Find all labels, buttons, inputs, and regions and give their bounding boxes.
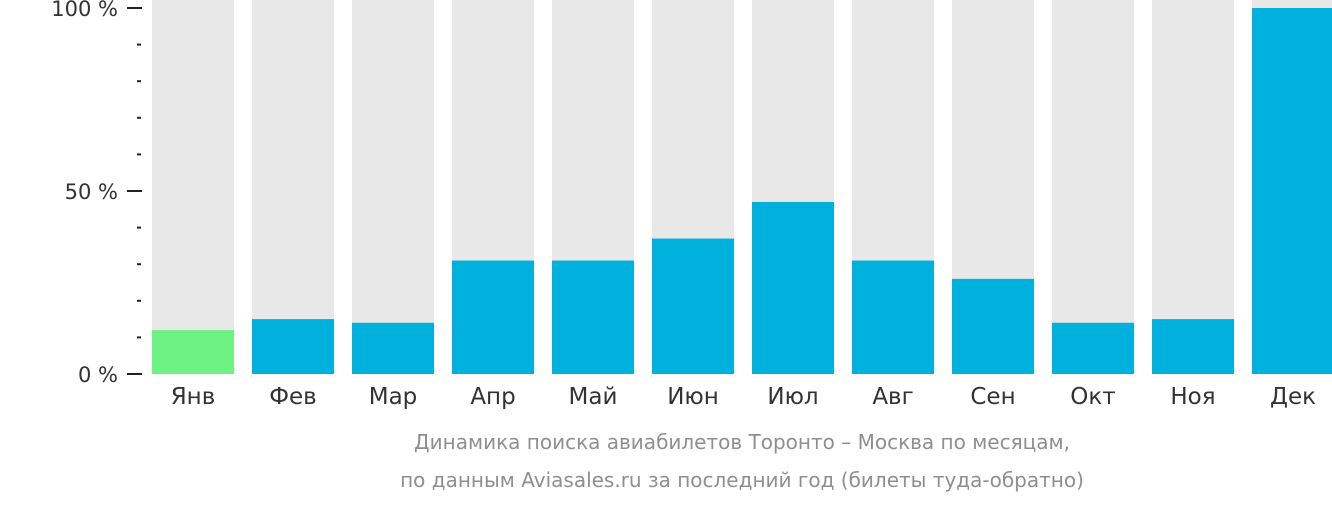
chart-caption-line-2: по данным Aviasales.ru за последний год …	[400, 468, 1084, 492]
bar-3[interactable]	[352, 322, 434, 374]
bar-7[interactable]	[752, 201, 834, 374]
bar-11[interactable]	[1152, 319, 1234, 374]
x-tick-label-3: Мар	[369, 384, 418, 410]
x-tick-label-1: Янв	[171, 384, 216, 410]
bar-track-1	[152, 0, 234, 374]
bar-8[interactable]	[852, 260, 934, 374]
bar-6[interactable]	[652, 238, 734, 374]
bars	[152, 8, 1332, 374]
bar-9[interactable]	[952, 278, 1034, 374]
x-axis: Янв Фев Мар Апр Май Июн Июл Авг Сен Окт Ноя Дек	[171, 384, 1316, 410]
x-tick-label-4: Апр	[470, 384, 515, 410]
x-tick-label-8: Авг	[872, 384, 913, 410]
bar-track-2	[252, 0, 334, 374]
x-tick-label-6: Июн	[667, 384, 719, 410]
y-tick-label-100: 100 %	[51, 0, 118, 21]
x-tick-label-7: Июл	[767, 384, 818, 410]
bar-track-3	[352, 0, 434, 374]
bar-track-11	[1152, 0, 1234, 374]
bar-5[interactable]	[552, 260, 634, 374]
y-axis: 0 % 50 % 100 %	[51, 0, 142, 387]
bar-10[interactable]	[1052, 322, 1134, 374]
x-tick-label-12: Дек	[1270, 384, 1316, 410]
x-tick-label-9: Сен	[970, 384, 1015, 410]
x-tick-label-11: Ноя	[1170, 384, 1215, 410]
bar-1[interactable]	[152, 330, 234, 374]
bar-2[interactable]	[252, 319, 334, 374]
x-tick-label-2: Фев	[269, 384, 317, 410]
x-tick-label-10: Окт	[1070, 384, 1115, 410]
y-tick-label-50: 50 %	[65, 180, 118, 204]
bar-12[interactable]	[1252, 8, 1332, 374]
bar-4[interactable]	[452, 260, 534, 374]
bar-track-10	[1052, 0, 1134, 374]
bar-tracks	[152, 0, 1332, 374]
x-tick-label-5: Май	[569, 384, 618, 410]
y-tick-label-0: 0 %	[78, 363, 118, 387]
chart-caption-line-1: Динамика поиска авиабилетов Торонто – Мо…	[414, 430, 1070, 454]
